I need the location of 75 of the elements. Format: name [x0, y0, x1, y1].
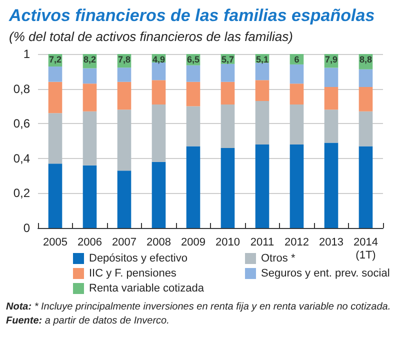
bar [186, 82, 200, 106]
bar [358, 111, 373, 146]
bar [358, 69, 373, 88]
bar [220, 82, 235, 104]
bar [117, 82, 132, 110]
bar [82, 165, 97, 228]
bar [220, 104, 235, 148]
bar [117, 170, 132, 228]
annotation: 5,1 [256, 54, 269, 64]
bar [48, 164, 62, 228]
bar [152, 62, 166, 80]
bar [186, 146, 200, 228]
x-tick-label: 2012 [284, 236, 309, 248]
bar [255, 62, 270, 80]
bar [220, 64, 235, 82]
legend-label: Depósitos y efectivo [89, 252, 188, 264]
bar [324, 110, 338, 143]
bar [82, 68, 97, 84]
chart-title: Activos financieros de las familias españolas [8, 6, 375, 25]
legend-label: IIC y F. pensiones [89, 268, 177, 280]
x-tick-label: 2009 [181, 236, 206, 248]
bar [324, 68, 338, 88]
bar [290, 104, 304, 144]
bar [290, 144, 304, 228]
bar [255, 144, 270, 228]
bar [220, 148, 235, 228]
y-tick-label: 0,2 [13, 186, 30, 200]
bar [186, 65, 200, 82]
annotation: 7,8 [118, 54, 131, 64]
x-tick-label: 2011 [250, 236, 274, 248]
x-tick-label: 2008 [146, 236, 171, 248]
source-note: Fuente: a partir de datos de Inverco. [6, 316, 170, 326]
bar [324, 87, 338, 110]
bar [358, 146, 373, 228]
bar [358, 87, 373, 112]
annotation: 7,9 [324, 54, 338, 64]
bar [117, 68, 132, 82]
annotation: 5,7 [221, 54, 234, 64]
legend-label: Otros * [261, 252, 296, 264]
bar [82, 111, 97, 166]
y-tick-label: 0,6 [13, 116, 30, 131]
bar [152, 104, 166, 162]
bar [290, 64, 304, 84]
bar [48, 113, 62, 164]
x-tick-label: 2010 [216, 236, 240, 248]
bar [82, 84, 97, 112]
y-tick-label: 0,4 [13, 151, 30, 166]
bar [290, 84, 304, 104]
bar [48, 82, 62, 114]
bar [152, 162, 166, 228]
annotation: 6,5 [186, 54, 200, 64]
y-tick-label: 0,8 [13, 82, 30, 96]
x-tick-label: 2014 (1T) [354, 236, 378, 262]
bar [48, 66, 62, 82]
annotation: 4,9 [152, 54, 166, 64]
y-tick-label: 0 [23, 221, 30, 235]
x-tick-label: 2007 [112, 236, 136, 248]
bar [324, 142, 338, 228]
bar [255, 100, 270, 144]
x-tick-label: 2006 [78, 236, 102, 248]
x-tick-label: 2013 [319, 236, 344, 248]
annotation: 7,2 [48, 54, 62, 64]
annotation: 6 [294, 54, 300, 64]
x-tick-label: 2005 [43, 236, 68, 248]
legend-label: Seguros y ent. prev. social [261, 268, 390, 280]
legend-label: Renta variable cotizada [89, 282, 205, 294]
annotation: 8,8 [359, 54, 372, 64]
bar [152, 80, 166, 104]
y-tick-label: 1 [23, 47, 30, 61]
chart-subtitle: (% del total de activos financieros de las familias) [9, 29, 293, 44]
bar [117, 110, 132, 171]
bar [186, 106, 200, 146]
text: Nota: * Incluye principalmente inversiones en renta fija y en renta variable no cotizada. [6, 302, 391, 312]
annotation: 8,2 [83, 54, 96, 64]
bar [255, 80, 270, 101]
